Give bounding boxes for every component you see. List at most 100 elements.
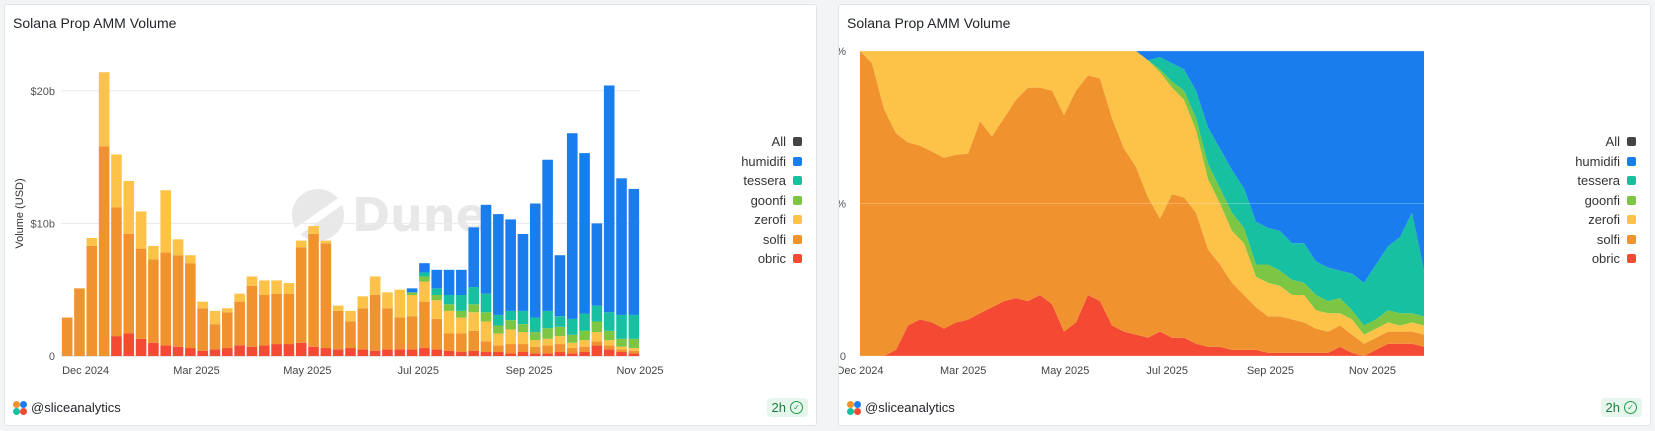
bar-segment-solfi[interactable] <box>579 346 590 353</box>
bar-segment-solfi[interactable] <box>517 344 529 353</box>
bar-segment-zerofi[interactable] <box>456 317 467 334</box>
bar-segment-goonfi[interactable] <box>591 321 603 333</box>
bar-segment-zerofi[interactable] <box>332 305 344 311</box>
bar-segment-humidifi[interactable] <box>566 133 578 319</box>
bar-segment-zerofi[interactable] <box>123 180 135 234</box>
bar-segment-goonfi[interactable] <box>468 304 479 313</box>
bar-segment-zerofi[interactable] <box>258 280 270 295</box>
bar-segment-obric[interactable] <box>222 348 233 356</box>
bar-segment-zerofi[interactable] <box>431 300 443 319</box>
bar-segment-zerofi[interactable] <box>135 211 147 249</box>
bar-segment-humidifi[interactable] <box>616 178 627 315</box>
legend-item-all[interactable]: All <box>1575 132 1636 152</box>
bar-segment-zerofi[interactable] <box>86 237 98 246</box>
bar-segment-zerofi[interactable] <box>271 280 282 294</box>
bar-segment-solfi[interactable] <box>419 301 430 349</box>
bar-segment-tessera[interactable] <box>431 288 443 295</box>
bar-segment-tessera[interactable] <box>616 314 627 339</box>
author-link[interactable]: @sliceanalytics <box>847 400 955 415</box>
bar-segment-obric[interactable] <box>554 352 566 356</box>
bar-segment-tessera[interactable] <box>480 293 492 313</box>
bar-segment-zerofi[interactable] <box>468 312 479 331</box>
bar-segment-solfi[interactable] <box>554 344 566 353</box>
bar-segment-humidifi[interactable] <box>431 269 443 289</box>
bar-segment-obric[interactable] <box>209 349 221 356</box>
bar-segment-obric[interactable] <box>406 349 418 356</box>
bar-segment-zerofi[interactable] <box>554 336 566 345</box>
bar-segment-humidifi[interactable] <box>517 234 529 311</box>
bar-segment-zerofi[interactable] <box>320 240 332 244</box>
legend-item-goonfi[interactable]: goonfi <box>741 191 802 211</box>
bar-segment-tessera[interactable] <box>554 316 566 327</box>
bar-segment-goonfi[interactable] <box>480 312 492 322</box>
bar-segment-zerofi[interactable] <box>616 346 627 350</box>
bar-segment-tessera[interactable] <box>443 295 455 305</box>
bar-segment-tessera[interactable] <box>628 314 640 339</box>
bar-segment-obric[interactable] <box>332 349 344 356</box>
bar-segment-zerofi[interactable] <box>382 292 393 309</box>
bar-segment-humidifi[interactable] <box>419 263 430 273</box>
area-series-tessera[interactable] <box>860 51 1424 326</box>
bar-segment-goonfi[interactable] <box>603 330 615 341</box>
bar-segment-solfi[interactable] <box>332 310 344 350</box>
bar-segment-solfi[interactable] <box>308 234 319 347</box>
bar-segment-obric[interactable] <box>468 350 479 356</box>
bar-segment-humidifi[interactable] <box>493 214 504 315</box>
legend-item-solfi[interactable]: solfi <box>741 230 802 250</box>
bar-segment-obric[interactable] <box>258 345 270 356</box>
legend-item-tessera[interactable]: tessera <box>741 171 802 191</box>
bar-segment-obric[interactable] <box>419 348 430 356</box>
bar-segment-solfi[interactable] <box>591 341 603 346</box>
bar-segment-zerofi[interactable] <box>566 342 578 349</box>
bar-segment-zerofi[interactable] <box>295 240 307 248</box>
bar-segment-solfi[interactable] <box>271 293 282 345</box>
bar-segment-obric[interactable] <box>295 342 307 356</box>
legend-item-solfi[interactable]: solfi <box>1575 230 1636 250</box>
bar-segment-solfi[interactable] <box>234 301 245 346</box>
bar-segment-zerofi[interactable] <box>345 310 356 322</box>
legend-item-all[interactable]: All <box>741 132 802 152</box>
bar-segment-solfi[interactable] <box>628 350 640 354</box>
bar-segment-tessera[interactable] <box>603 312 615 331</box>
bar-segment-obric[interactable] <box>394 349 406 356</box>
bar-segment-zerofi[interactable] <box>197 301 208 309</box>
bar-segment-tessera[interactable] <box>542 310 553 329</box>
bar-segment-obric[interactable] <box>123 333 135 356</box>
bar-segment-zerofi[interactable] <box>579 340 590 347</box>
bar-segment-tessera[interactable] <box>517 310 529 325</box>
bar-segment-humidifi[interactable] <box>406 288 418 293</box>
bar-segment-tessera[interactable] <box>456 295 467 311</box>
bar-segment-goonfi[interactable] <box>517 324 529 333</box>
bar-segment-solfi[interactable] <box>185 263 196 349</box>
legend-item-tessera[interactable]: tessera <box>1575 171 1636 191</box>
bar-segment-zerofi[interactable] <box>283 283 295 294</box>
bar-segment-obric[interactable] <box>357 349 369 356</box>
bar-segment-zerofi[interactable] <box>222 308 233 313</box>
bar-segment-goonfi[interactable] <box>493 325 504 334</box>
bar-segment-obric[interactable] <box>172 346 184 356</box>
bar-segment-zerofi[interactable] <box>172 239 184 256</box>
bar-segment-solfi[interactable] <box>357 308 369 350</box>
bar-segment-tessera[interactable] <box>591 305 603 322</box>
bar-segment-humidifi[interactable] <box>603 85 615 313</box>
bar-segment-solfi[interactable] <box>111 207 122 337</box>
bar-segment-tessera[interactable] <box>419 272 430 277</box>
bar-segment-obric[interactable] <box>197 350 208 356</box>
bar-segment-zerofi[interactable] <box>419 281 430 302</box>
bar-segment-zerofi[interactable] <box>148 245 159 260</box>
bar-segment-obric[interactable] <box>493 352 504 356</box>
bar-segment-tessera[interactable] <box>505 310 516 321</box>
bar-segment-tessera[interactable] <box>566 318 578 335</box>
bar-segment-obric[interactable] <box>529 353 541 356</box>
bar-segment-solfi[interactable] <box>148 259 159 343</box>
bar-segment-solfi[interactable] <box>197 308 208 351</box>
bar-segment-zerofi[interactable] <box>160 190 172 253</box>
bar-segment-solfi[interactable] <box>456 333 467 353</box>
bar-segment-solfi[interactable] <box>98 146 110 356</box>
bar-segment-solfi[interactable] <box>443 333 455 351</box>
bar-segment-obric[interactable] <box>456 352 467 356</box>
bar-segment-humidifi[interactable] <box>628 188 640 315</box>
bar-segment-goonfi[interactable] <box>554 326 566 337</box>
bar-segment-solfi[interactable] <box>406 316 418 350</box>
bar-segment-solfi[interactable] <box>542 345 553 354</box>
